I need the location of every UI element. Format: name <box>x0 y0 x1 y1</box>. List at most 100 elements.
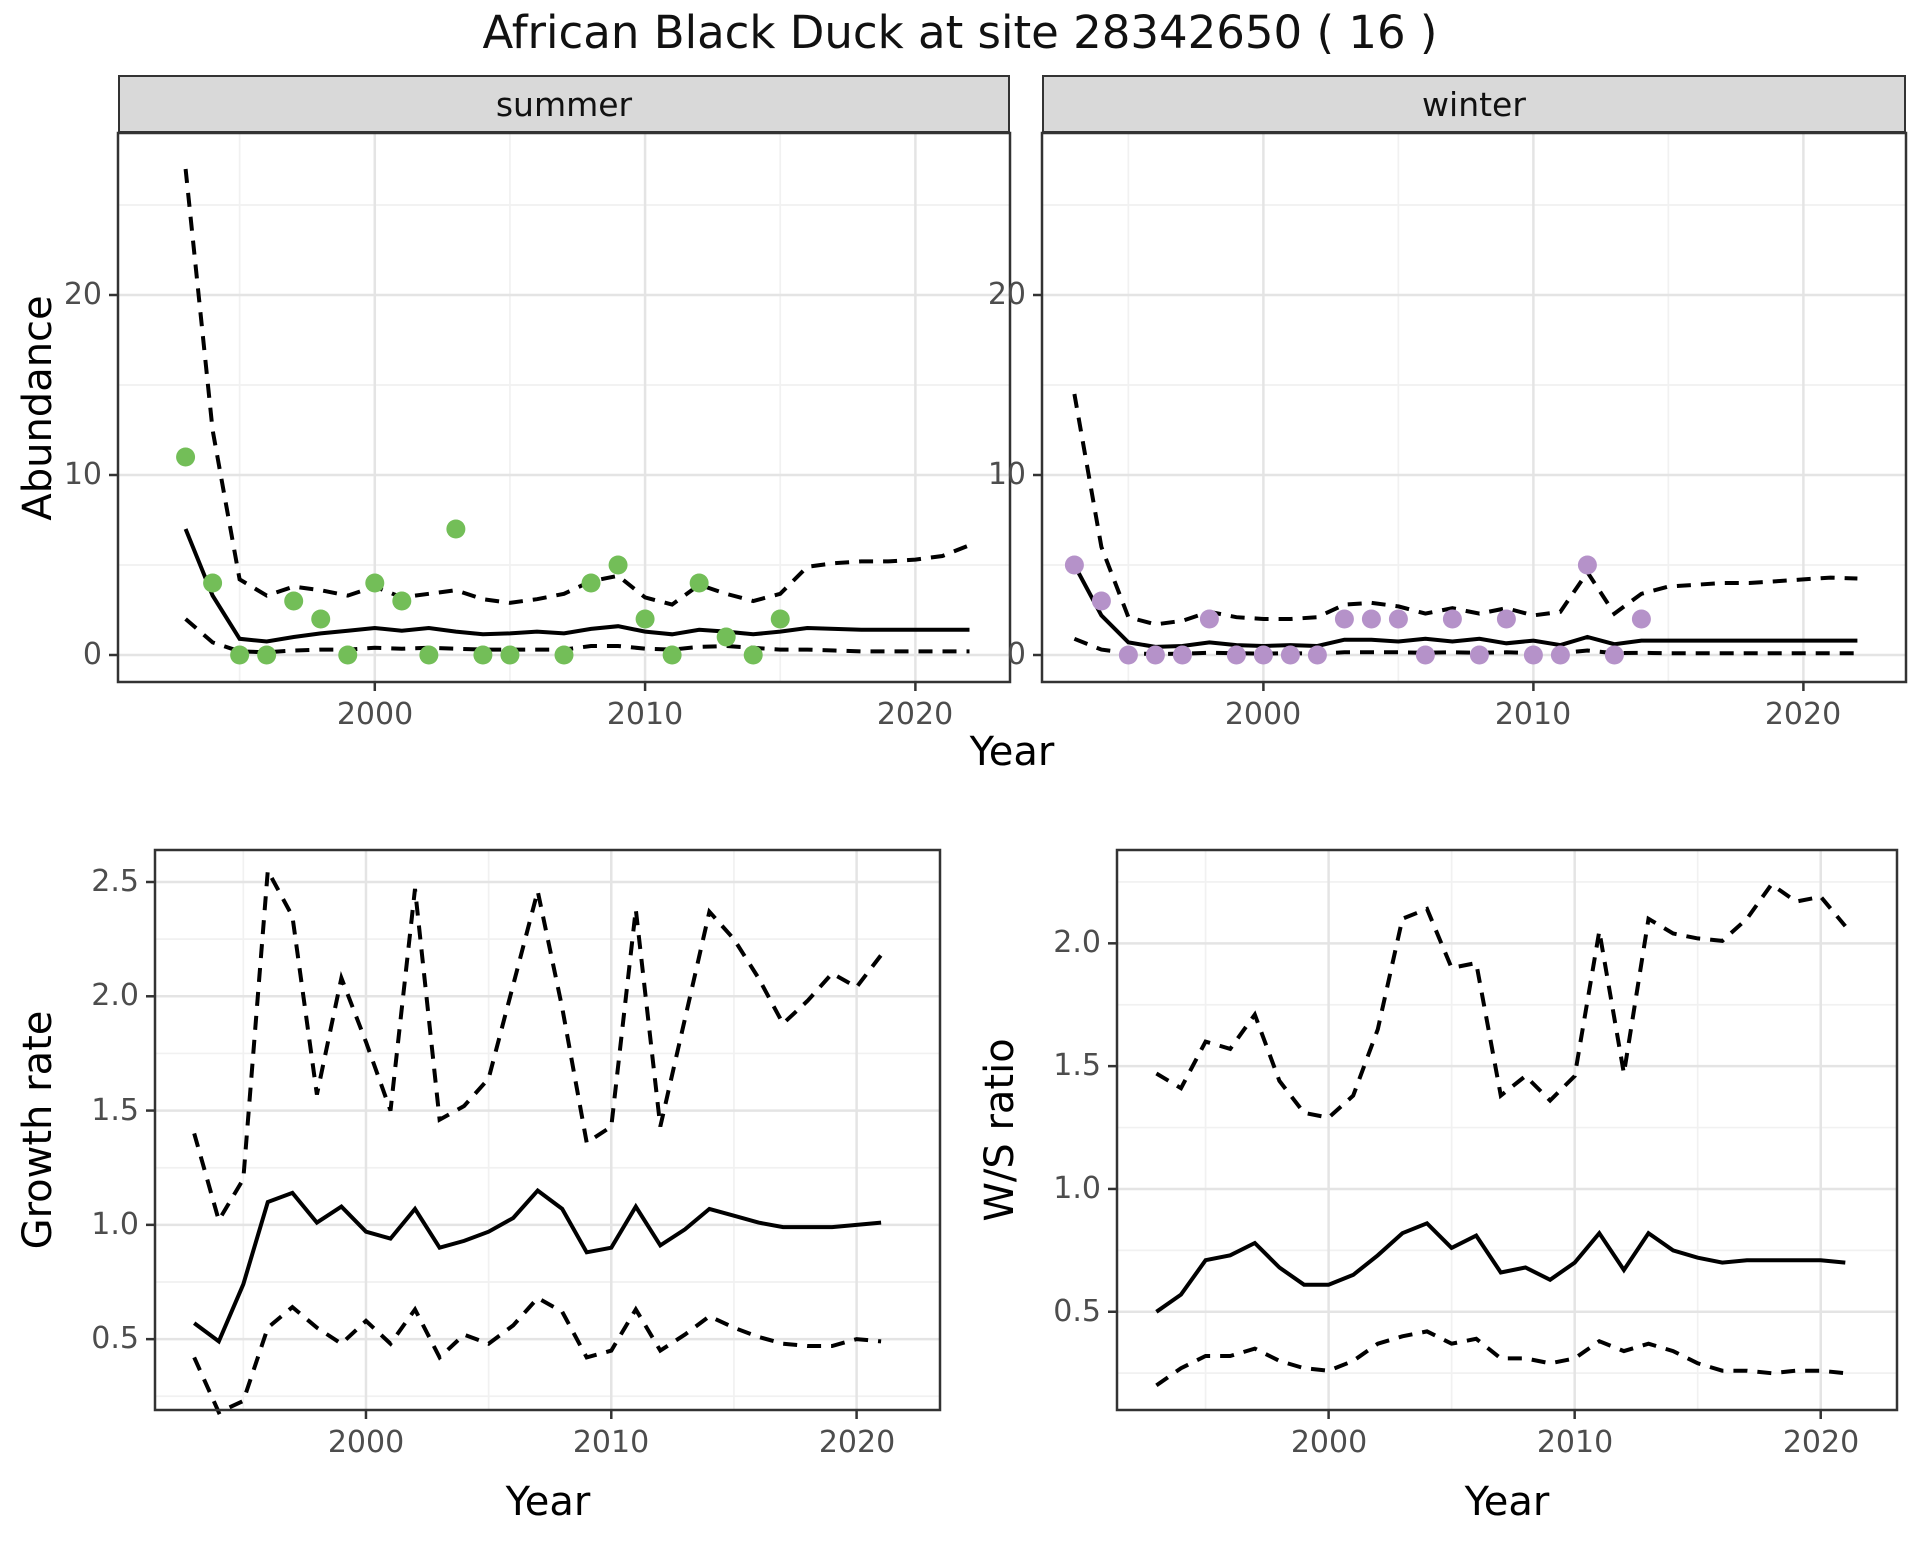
data-point-observed-counts <box>1145 645 1165 665</box>
facet-strip-winter: winter <box>1042 75 1906 133</box>
data-point-observed-counts <box>770 609 790 629</box>
y-tick-label: 20 <box>987 277 1026 312</box>
y-tick-label: 1.5 <box>91 1093 139 1128</box>
data-point-observed-counts <box>392 591 412 611</box>
data-point-observed-counts <box>1307 645 1327 665</box>
series-upper-credible-interval <box>183 168 971 607</box>
panel-border <box>1115 848 1899 1412</box>
series-median <box>1155 1220 1846 1314</box>
data-point-observed-counts <box>1523 645 1543 665</box>
data-point-observed-counts <box>473 645 493 665</box>
data-point-observed-counts <box>1577 555 1597 575</box>
data-point-observed-counts <box>176 447 196 467</box>
data-point-observed-counts <box>1064 555 1084 575</box>
data-point-observed-counts <box>1388 609 1408 629</box>
data-point-observed-counts <box>203 573 223 593</box>
series-upper-credible-interval <box>192 863 883 1226</box>
data-point-observed-counts <box>581 573 601 593</box>
data-point-observed-counts <box>1118 645 1138 665</box>
panel-ws-ratio <box>1108 848 1899 1419</box>
data-point-observed-counts <box>1415 645 1435 665</box>
facet-strip-summer-label: summer <box>495 84 633 124</box>
data-point-observed-counts <box>500 645 520 665</box>
x-tick-label: 2010 <box>572 1425 650 1460</box>
data-point-observed-counts <box>716 627 736 647</box>
data-point-observed-counts <box>230 645 250 665</box>
data-point-observed-counts <box>338 645 358 665</box>
x-tick-label: 2000 <box>327 1425 405 1460</box>
data-point-observed-counts <box>446 519 466 539</box>
chart-title: African Black Duck at site 28342650 ( 16… <box>482 6 1438 59</box>
series-median <box>1072 564 1858 649</box>
x-tick-label: 2010 <box>1536 1425 1614 1460</box>
series-upper-credible-interval <box>1072 393 1858 627</box>
data-point-observed-counts <box>662 645 682 665</box>
data-point-observed-counts <box>1442 609 1462 629</box>
data-point-observed-counts <box>743 645 763 665</box>
data-point-observed-counts <box>1550 645 1570 665</box>
data-point-observed-counts <box>1172 645 1192 665</box>
data-point-observed-counts <box>1334 609 1354 629</box>
x-tick-label: 2000 <box>1290 1425 1368 1460</box>
x-tick-label: 2020 <box>1764 697 1842 732</box>
y-tick-label: 0 <box>82 637 102 672</box>
panel-growth-rate <box>146 848 942 1419</box>
data-point-observed-counts <box>257 645 277 665</box>
x-tick-label: 2020 <box>876 697 954 732</box>
data-point-observed-counts <box>1631 609 1651 629</box>
y-tick-label: 0 <box>1006 637 1026 672</box>
x-axis-title-year-growth: Year <box>505 1479 591 1525</box>
x-tick-label: 2020 <box>1782 1425 1860 1460</box>
y-tick-label: 2.0 <box>91 978 139 1013</box>
data-point-observed-counts <box>635 609 655 629</box>
facet-strip-winter-label: winter <box>1422 84 1526 124</box>
data-point-observed-counts <box>1253 645 1273 665</box>
panel-border <box>153 848 942 1412</box>
y-tick-label: 1.5 <box>1053 1048 1101 1083</box>
series-median <box>183 528 970 644</box>
data-point-observed-counts <box>311 609 331 629</box>
y-tick-label: 2.0 <box>1053 925 1101 960</box>
data-point-observed-counts <box>1469 645 1489 665</box>
y-tick-label: 0.5 <box>1053 1294 1101 1329</box>
data-point-observed-counts <box>608 555 628 575</box>
data-point-observed-counts <box>554 645 574 665</box>
data-point-observed-counts <box>1226 645 1246 665</box>
y-tick-label: 20 <box>63 277 102 312</box>
series-lower-credible-interval <box>192 1295 882 1415</box>
data-point-observed-counts <box>1091 591 1111 611</box>
x-axis-title-year-top: Year <box>969 729 1055 775</box>
panel-border <box>1040 131 1908 684</box>
data-point-observed-counts <box>284 591 304 611</box>
y-tick-label: 10 <box>63 457 102 492</box>
y-tick-label: 0.5 <box>91 1321 139 1356</box>
series-median <box>193 1187 882 1345</box>
facet-strip-summer: summer <box>118 75 1010 133</box>
data-point-observed-counts <box>1496 609 1516 629</box>
y-tick-label: 1.0 <box>1053 1171 1101 1206</box>
y-tick-label: 1.0 <box>91 1207 139 1242</box>
data-point-observed-counts <box>1199 609 1219 629</box>
y-tick-label: 2.5 <box>91 864 139 899</box>
x-axis-title-year-ws: Year <box>1464 1479 1550 1525</box>
data-point-observed-counts <box>419 645 439 665</box>
data-point-observed-counts <box>365 573 385 593</box>
series-lower-credible-interval <box>1155 1329 1846 1388</box>
x-tick-label: 2010 <box>1494 697 1572 732</box>
data-point-observed-counts <box>1361 609 1381 629</box>
series-upper-credible-interval <box>1155 881 1847 1120</box>
panel-abundance-summer <box>109 131 1012 691</box>
x-tick-label: 2000 <box>1224 697 1302 732</box>
x-tick-label: 2020 <box>818 1425 896 1460</box>
y-tick-label: 10 <box>987 457 1026 492</box>
data-point-observed-counts <box>689 573 709 593</box>
x-tick-label: 2000 <box>336 697 414 732</box>
data-point-observed-counts <box>1280 645 1300 665</box>
panel-abundance-winter <box>1033 131 1908 691</box>
x-tick-label: 2010 <box>606 697 684 732</box>
series-lower-credible-interval <box>1073 636 1858 657</box>
panel-border <box>116 131 1012 684</box>
data-point-observed-counts <box>1604 645 1624 665</box>
